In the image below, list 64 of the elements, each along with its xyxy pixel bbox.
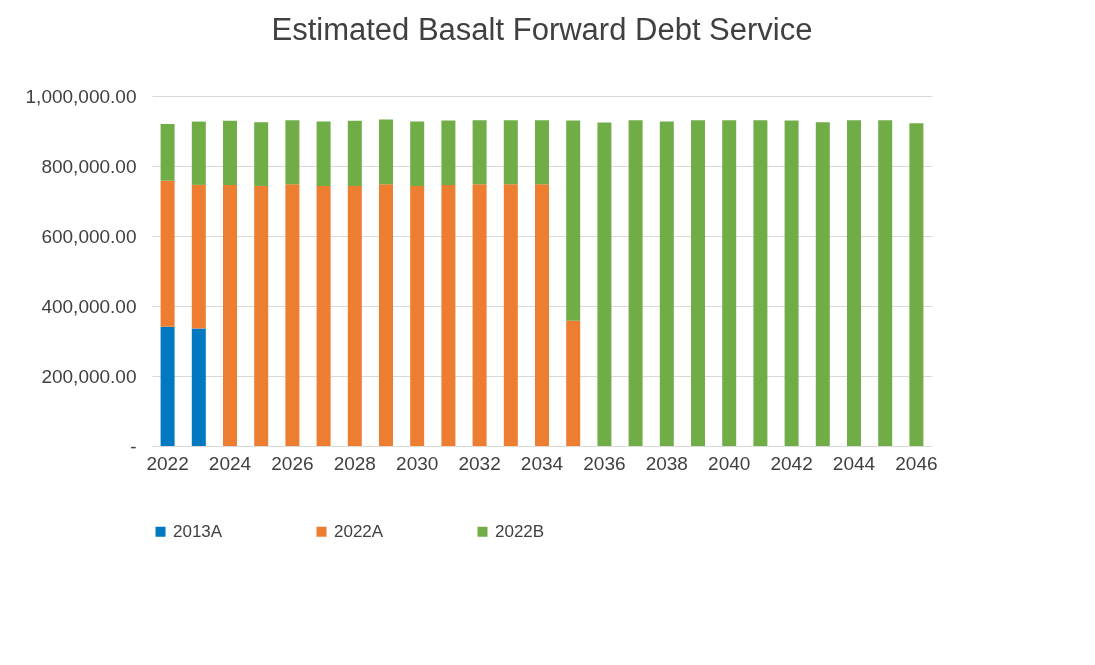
bar bbox=[691, 120, 705, 446]
bar bbox=[753, 120, 768, 446]
bar bbox=[878, 120, 893, 446]
bar bbox=[472, 120, 487, 185]
bar bbox=[160, 124, 175, 181]
bar bbox=[347, 120, 362, 186]
bar bbox=[659, 121, 674, 446]
bar bbox=[254, 122, 269, 186]
x-tick-label: 2040 bbox=[708, 452, 751, 474]
x-tick-label: 2042 bbox=[770, 452, 813, 474]
x-tick-label: 2038 bbox=[645, 452, 688, 474]
bar bbox=[628, 120, 643, 446]
bar bbox=[316, 185, 331, 446]
y-tick-label: - bbox=[130, 435, 137, 457]
bar bbox=[285, 120, 300, 185]
bar bbox=[191, 184, 206, 329]
y-tick-label: 600,000.00 bbox=[41, 225, 137, 247]
x-tick-label: 2028 bbox=[333, 452, 376, 474]
bar bbox=[223, 184, 237, 446]
y-tick-label: 200,000.00 bbox=[41, 365, 137, 387]
bar bbox=[441, 120, 456, 185]
x-tick-label: 2022 bbox=[146, 452, 189, 474]
bar bbox=[191, 121, 206, 185]
bar bbox=[160, 180, 175, 327]
bar bbox=[535, 120, 549, 185]
bar bbox=[784, 120, 799, 446]
x-tick-label: 2044 bbox=[832, 452, 876, 474]
legend-label: 2013A bbox=[173, 521, 223, 541]
bar bbox=[847, 120, 861, 446]
bar bbox=[815, 122, 830, 446]
bar bbox=[223, 120, 237, 185]
bar bbox=[160, 326, 175, 446]
bar bbox=[285, 184, 300, 446]
x-tick-label: 2024 bbox=[208, 452, 252, 474]
y-tick-label: 1,000,000.00 bbox=[25, 85, 137, 107]
bar bbox=[410, 185, 425, 446]
y-tick-label: 800,000.00 bbox=[41, 155, 137, 177]
legend-label: 2022B bbox=[495, 521, 545, 541]
bar bbox=[597, 122, 612, 446]
bar bbox=[191, 328, 206, 446]
bar bbox=[254, 185, 269, 446]
bar bbox=[722, 120, 737, 446]
bar bbox=[503, 184, 518, 446]
bar bbox=[379, 119, 393, 185]
bar bbox=[566, 320, 581, 446]
x-tick-label: 2026 bbox=[271, 452, 314, 474]
bar bbox=[472, 184, 487, 446]
bar bbox=[316, 121, 331, 186]
x-tick-label: 2046 bbox=[895, 452, 938, 474]
x-tick-label: 2034 bbox=[520, 452, 564, 474]
y-tick-label: 400,000.00 bbox=[41, 295, 137, 317]
bar bbox=[503, 120, 518, 185]
bar bbox=[410, 121, 425, 186]
x-tick-label: 2036 bbox=[583, 452, 626, 474]
legend-label: 2022A bbox=[334, 521, 384, 541]
x-tick-label: 2030 bbox=[396, 452, 439, 474]
bar bbox=[347, 185, 362, 446]
bar bbox=[566, 120, 581, 321]
x-tick-label: 2032 bbox=[458, 452, 501, 474]
bar bbox=[535, 184, 549, 446]
bar bbox=[909, 123, 924, 446]
bar bbox=[441, 184, 456, 446]
chart-title: Estimated Basalt Forward Debt Service bbox=[271, 12, 813, 47]
bar bbox=[379, 184, 393, 446]
